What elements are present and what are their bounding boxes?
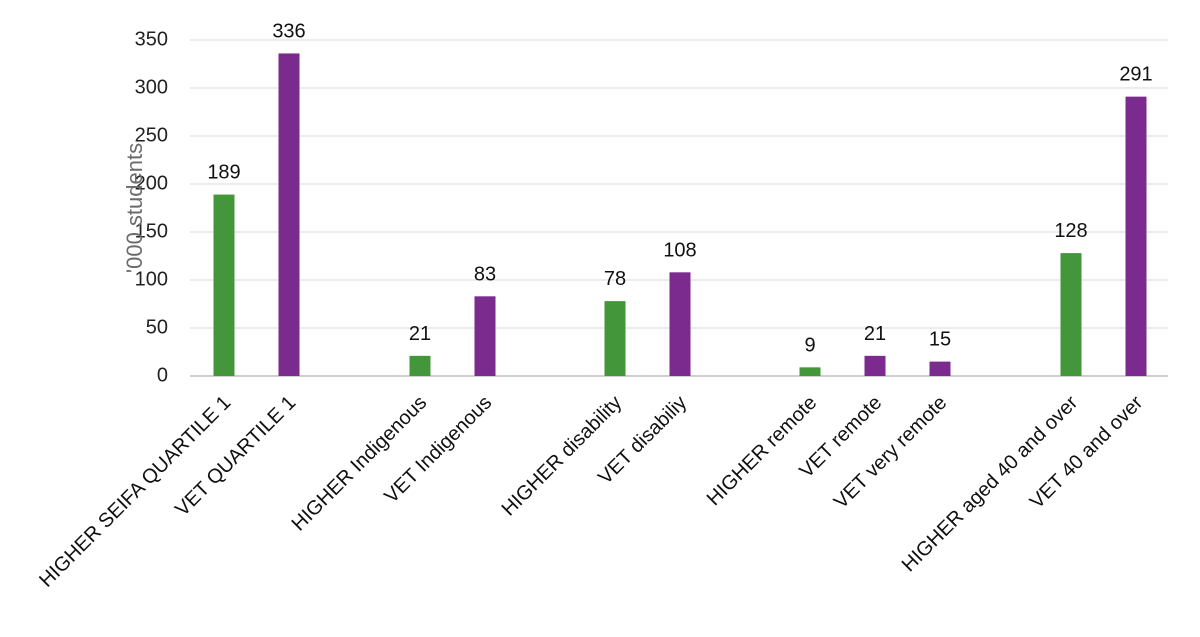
bar <box>278 53 300 376</box>
data-label: 336 <box>272 20 305 42</box>
bar <box>929 361 951 376</box>
y-axis-ticks: 0 50 100 150 200 250 300 350 <box>135 28 168 386</box>
y-tick-label: 200 <box>135 172 168 194</box>
bars <box>213 53 1147 376</box>
bar <box>1125 96 1147 376</box>
data-label: 9 <box>804 334 815 356</box>
data-labels: 189 336 21 83 78 108 9 21 15 128 291 <box>207 20 1152 356</box>
y-tick-label: 100 <box>135 268 168 290</box>
y-tick-label: 0 <box>157 364 168 386</box>
bar <box>799 367 821 376</box>
gridlines <box>190 39 1168 377</box>
data-label: 189 <box>207 162 240 184</box>
category-label: HIGHER remote <box>703 392 822 511</box>
bar <box>474 296 496 376</box>
y-axis-title: '000 students <box>122 143 147 273</box>
data-label: 291 <box>1119 64 1152 86</box>
data-label: 21 <box>409 323 431 345</box>
bar <box>604 301 626 376</box>
data-label: 128 <box>1054 220 1087 242</box>
bar <box>864 355 886 376</box>
y-tick-label: 50 <box>146 316 168 338</box>
category-label: VET very remote <box>830 392 951 513</box>
bar <box>1060 253 1082 376</box>
bar <box>213 194 235 376</box>
category-label: VET QUARTILE 1 <box>171 392 300 521</box>
y-tick-label: 300 <box>135 76 168 98</box>
bar <box>669 272 691 376</box>
data-label: 108 <box>663 239 696 261</box>
bar <box>409 355 431 376</box>
category-label: HIGHER disability <box>498 392 627 521</box>
data-label: 21 <box>864 323 886 345</box>
data-label: 78 <box>604 268 626 290</box>
y-tick-label: 350 <box>135 28 168 50</box>
y-tick-label: 150 <box>135 220 168 242</box>
y-tick-label: 250 <box>135 124 168 146</box>
data-label: 83 <box>474 263 496 285</box>
data-label: 15 <box>929 329 951 351</box>
category-label: VET 40 and over <box>1026 391 1148 513</box>
